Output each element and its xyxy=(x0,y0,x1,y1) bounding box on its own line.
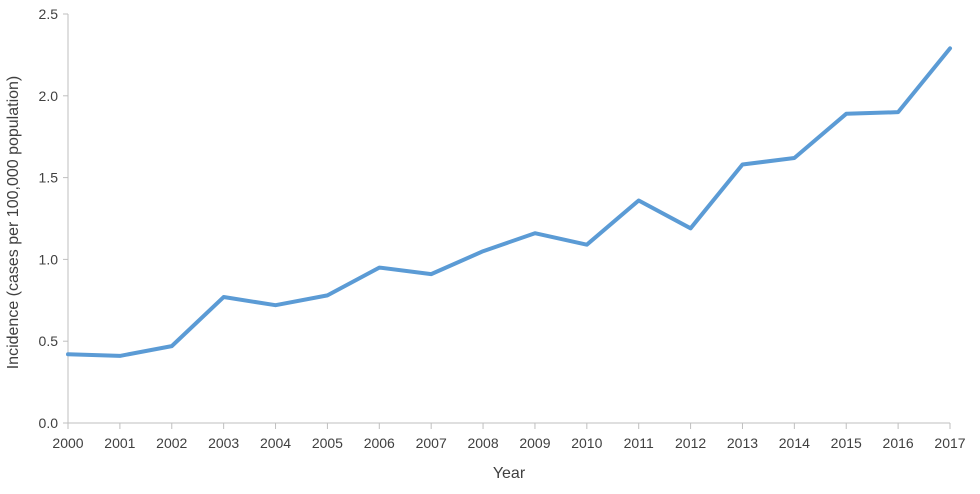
x-tick-label: 2012 xyxy=(675,435,706,451)
x-tick-label: 2010 xyxy=(571,435,602,451)
y-axis-ticks: 0.0 0.5 1.0 1.5 2.0 2.5 xyxy=(39,6,68,431)
x-tick-label: 2015 xyxy=(831,435,862,451)
x-tick-label: 2003 xyxy=(208,435,239,451)
x-tick-label: 2007 xyxy=(416,435,447,451)
y-tick-label: 0.0 xyxy=(39,415,59,431)
x-tick-label: 2017 xyxy=(934,435,965,451)
y-axis-title: Incidence (cases per 100,000 population) xyxy=(5,76,22,370)
y-tick-label: 1.5 xyxy=(39,170,59,186)
x-axis-ticks: 2000 2001 2002 2003 2004 2005 2006 2007 2008 2009… xyxy=(52,423,965,451)
x-tick-label: 2008 xyxy=(467,435,498,451)
y-tick-label: 2.5 xyxy=(39,6,59,22)
x-tick-label: 2013 xyxy=(727,435,758,451)
y-tick-label: 0.5 xyxy=(39,333,59,349)
x-tick-label: 2014 xyxy=(779,435,810,451)
series-line xyxy=(68,48,950,356)
x-tick-label: 2009 xyxy=(519,435,550,451)
series-layer xyxy=(68,48,950,356)
x-tick-label: 2002 xyxy=(156,435,187,451)
x-axis-title: Year xyxy=(493,465,526,482)
y-tick-label: 1.0 xyxy=(39,251,59,267)
y-tick-label: 2.0 xyxy=(39,88,59,104)
x-tick-label: 2004 xyxy=(260,435,291,451)
x-tick-label: 2006 xyxy=(364,435,395,451)
x-tick-label: 2005 xyxy=(312,435,343,451)
x-tick-label: 2016 xyxy=(883,435,914,451)
x-tick-label: 2001 xyxy=(104,435,135,451)
x-tick-label: 2011 xyxy=(624,435,654,451)
x-tick-label: 2000 xyxy=(52,435,83,451)
